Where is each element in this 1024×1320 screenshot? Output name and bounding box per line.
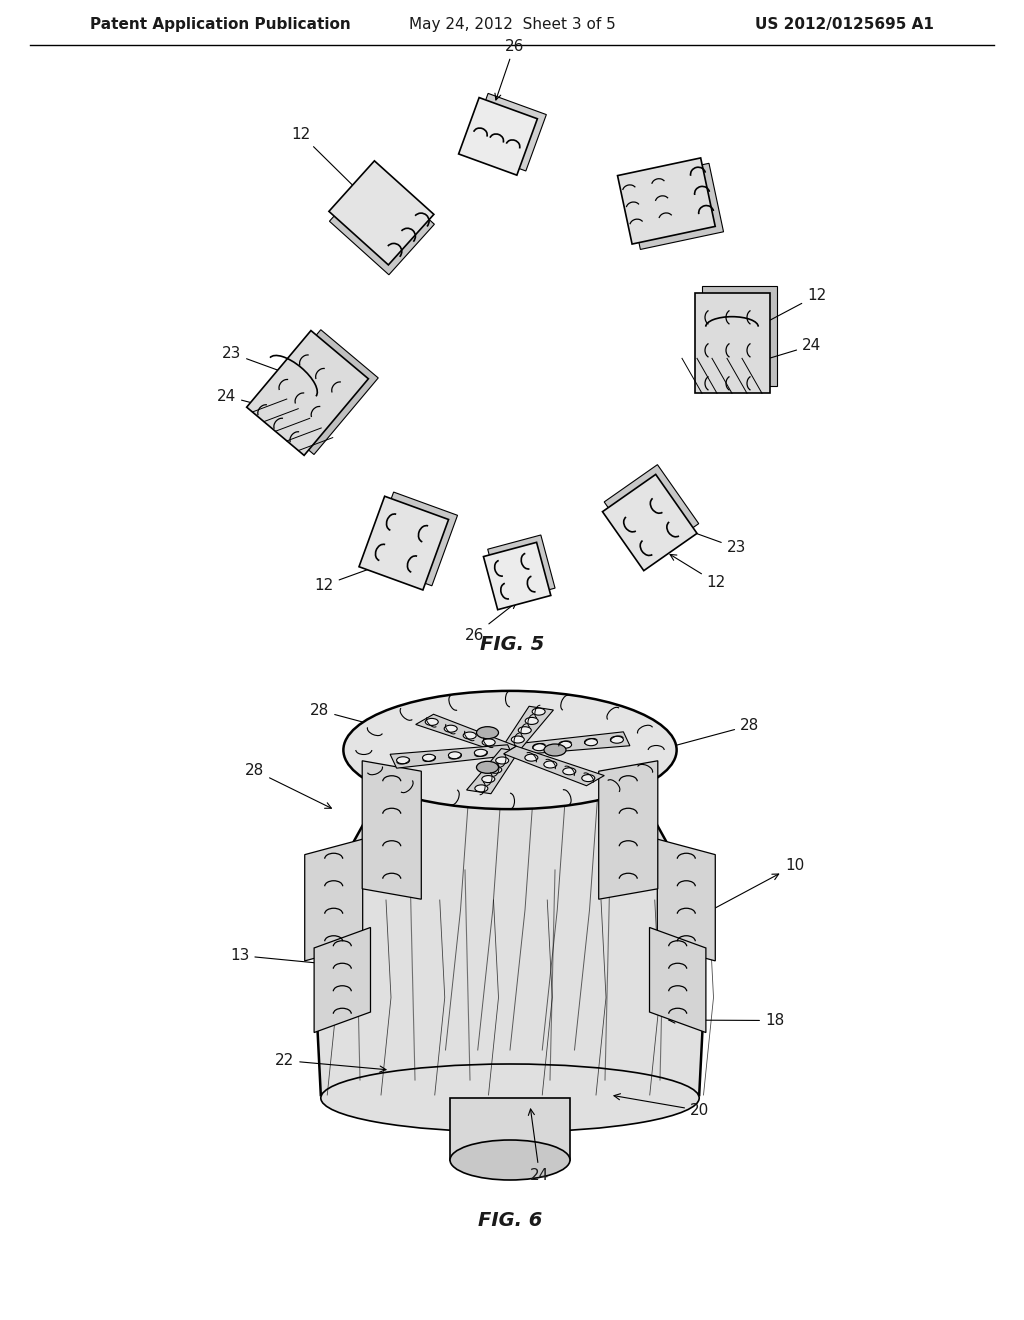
Text: 13: 13	[230, 948, 334, 968]
Polygon shape	[487, 535, 555, 602]
Ellipse shape	[343, 690, 677, 809]
Ellipse shape	[525, 718, 539, 725]
Polygon shape	[508, 731, 630, 755]
Ellipse shape	[475, 785, 487, 792]
Ellipse shape	[450, 1140, 570, 1180]
Text: FIG. 6: FIG. 6	[478, 1210, 542, 1229]
Text: Patent Application Publication: Patent Application Publication	[90, 17, 351, 33]
Polygon shape	[305, 840, 362, 961]
Polygon shape	[467, 748, 519, 793]
Text: US 2012/0125695 A1: US 2012/0125695 A1	[755, 17, 934, 33]
Text: 28: 28	[310, 704, 426, 741]
Text: 12: 12	[314, 561, 391, 593]
Ellipse shape	[532, 708, 545, 715]
Ellipse shape	[476, 727, 499, 739]
Polygon shape	[604, 465, 698, 561]
Ellipse shape	[582, 775, 595, 781]
Polygon shape	[617, 158, 715, 244]
Ellipse shape	[544, 744, 566, 756]
Text: 18: 18	[669, 1012, 784, 1028]
Ellipse shape	[474, 750, 487, 756]
Text: 12: 12	[292, 127, 358, 191]
Text: 26: 26	[465, 602, 516, 643]
Polygon shape	[362, 760, 421, 899]
Ellipse shape	[518, 727, 531, 734]
Ellipse shape	[610, 737, 624, 743]
Ellipse shape	[563, 768, 575, 775]
Polygon shape	[359, 496, 449, 590]
Ellipse shape	[511, 737, 524, 743]
Ellipse shape	[482, 739, 496, 746]
Polygon shape	[247, 330, 369, 455]
Ellipse shape	[532, 743, 546, 751]
Text: May 24, 2012  Sheet 3 of 5: May 24, 2012 Sheet 3 of 5	[409, 17, 615, 33]
Polygon shape	[602, 474, 697, 570]
Polygon shape	[390, 744, 512, 768]
Text: 23: 23	[655, 517, 746, 556]
Ellipse shape	[482, 776, 495, 783]
Text: 26: 26	[495, 38, 524, 100]
Text: 23: 23	[222, 346, 303, 380]
Ellipse shape	[488, 767, 502, 774]
Polygon shape	[459, 98, 538, 176]
Ellipse shape	[496, 756, 509, 764]
Text: 10: 10	[695, 858, 804, 919]
Text: 24: 24	[217, 389, 298, 416]
Text: 20: 20	[614, 1094, 710, 1118]
Polygon shape	[599, 760, 657, 899]
Text: 28: 28	[245, 763, 332, 808]
Polygon shape	[416, 714, 516, 754]
Text: 22: 22	[275, 1053, 386, 1072]
Polygon shape	[330, 170, 434, 275]
Text: 12: 12	[745, 288, 826, 333]
Text: 28: 28	[644, 718, 759, 755]
Polygon shape	[329, 161, 434, 265]
Polygon shape	[657, 840, 716, 961]
Ellipse shape	[396, 756, 410, 764]
Polygon shape	[368, 492, 458, 586]
Text: FIG. 5: FIG. 5	[480, 635, 544, 655]
Polygon shape	[483, 543, 551, 610]
Polygon shape	[468, 94, 547, 172]
Polygon shape	[649, 928, 706, 1032]
Polygon shape	[701, 286, 776, 387]
Text: 12: 12	[670, 554, 726, 590]
Ellipse shape	[423, 754, 435, 762]
Ellipse shape	[476, 762, 499, 774]
Ellipse shape	[463, 733, 476, 739]
Text: 24: 24	[528, 1109, 549, 1183]
Polygon shape	[694, 293, 769, 393]
Ellipse shape	[321, 1064, 699, 1133]
Polygon shape	[502, 706, 553, 751]
Polygon shape	[316, 711, 703, 1096]
Ellipse shape	[544, 760, 557, 768]
Ellipse shape	[444, 725, 457, 733]
Polygon shape	[504, 746, 604, 785]
Ellipse shape	[425, 718, 438, 726]
Polygon shape	[257, 330, 378, 454]
Ellipse shape	[449, 752, 462, 759]
Ellipse shape	[558, 742, 571, 748]
Polygon shape	[314, 928, 371, 1032]
Ellipse shape	[585, 739, 597, 746]
Polygon shape	[450, 1098, 570, 1160]
Text: 24: 24	[751, 338, 821, 366]
Ellipse shape	[525, 754, 538, 762]
Polygon shape	[626, 164, 724, 249]
